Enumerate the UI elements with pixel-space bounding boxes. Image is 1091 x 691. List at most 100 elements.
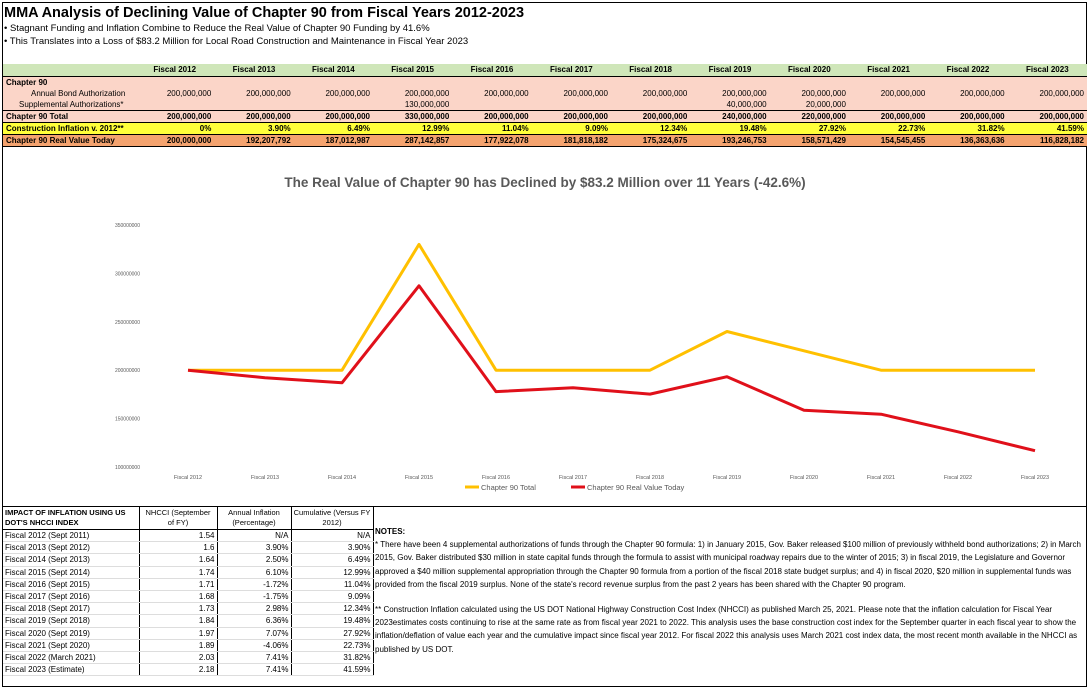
chapter90-label-row: Chapter 90 (3, 76, 1087, 88)
real-value-label: Chapter 90 Real Value Today (3, 134, 135, 147)
inflation-cell: 22.73% (848, 122, 929, 135)
real-value-cell: 193,246,753 (690, 134, 770, 147)
fiscal-period-cell: Fiscal 2016 (Sept 2015) (3, 578, 140, 591)
fiscal-period-cell: Fiscal 2017 (Sept 2016) (3, 590, 140, 604)
fiscal-period-cell: Fiscal 2023 (Estimate) (3, 663, 140, 677)
nhcci-cell: 1.68 (139, 590, 218, 604)
annual-inflation-header: Annual Inflation (Percentage) (217, 507, 292, 530)
inflation-header-label: IMPACT OF INFLATION USING US DOT'S NHCCI… (3, 507, 140, 530)
annual-cell: 200,000,000 (531, 88, 611, 99)
real-value-cell: 192,207,792 (214, 134, 294, 147)
report-header: MMA Analysis of Declining Value of Chapt… (4, 4, 1084, 48)
annual-cell: 200,000,000 (372, 88, 453, 99)
real-value-cell: 158,571,429 (769, 134, 849, 147)
nhcci-cell: 1.74 (139, 566, 218, 579)
funding-table-header: Fiscal 2012 Fiscal 2013 Fiscal 2014 Fiscal … (3, 64, 1087, 77)
total-cell: 330,000,000 (372, 110, 453, 123)
total-cell: 200,000,000 (214, 110, 294, 123)
notes-panel: NOTES: * There have been 4 supplemental … (375, 507, 1083, 656)
cumulative-cell: 6.49% (291, 553, 374, 567)
total-cell: 200,000,000 (531, 110, 611, 123)
total-cell: 200,000,000 (135, 110, 215, 123)
inflation-cell: 12.34% (610, 122, 691, 135)
real-value-cell: 181,818,182 (531, 134, 611, 147)
cumulative-cell: 9.09% (291, 590, 374, 604)
supplemental-cell: 20,000,000 (769, 99, 849, 111)
x-tick-label: Fiscal 2017 (559, 475, 587, 481)
inflation-cell: 31.82% (928, 122, 1008, 135)
nhcci-cell: 1.73 (139, 602, 218, 616)
inflation-cell: 27.92% (769, 122, 849, 135)
annual-inflation-cell: 2.50% (217, 553, 292, 567)
y-tick-label: 200000000 (115, 368, 140, 374)
series-line-total (188, 242, 1035, 372)
year-header-cell: Fiscal 2014 (293, 64, 373, 77)
x-tick-label: Fiscal 2023 (1021, 475, 1049, 481)
header-blank-cell (3, 64, 135, 77)
annual-cell: 200,000,000 (135, 88, 215, 99)
nhcci-cell: 1.6 (139, 541, 218, 555)
cumulative-cell: 11.04% (291, 578, 374, 591)
cumulative-cell: 12.99% (291, 566, 374, 579)
x-tick-label: Fiscal 2016 (482, 475, 510, 481)
year-header-cell: Fiscal 2023 (1007, 64, 1087, 77)
bullet-loss: • This Translates into a Loss of $83.2 M… (4, 36, 469, 47)
year-header-cell: Fiscal 2012 (135, 64, 215, 77)
real-value-cell: 187,012,987 (293, 134, 373, 147)
x-tick-label: Fiscal 2015 (405, 475, 433, 481)
year-header-cell: Fiscal 2016 (452, 64, 532, 77)
supplemental-cell (928, 99, 1008, 111)
year-header-cell: Fiscal 2022 (928, 64, 1008, 77)
supplemental-cell (531, 99, 611, 111)
x-tick-label: Fiscal 2014 (328, 475, 356, 481)
chapter90-label-spacer (135, 76, 1087, 88)
annual-inflation-cell: 6.36% (217, 614, 292, 628)
annual-cell: 200,000,000 (1007, 88, 1087, 99)
annual-label: Annual Bond Authorization (3, 88, 135, 99)
total-row: Chapter 90 Total 200,000,000 200,000,000 20… (3, 110, 1087, 123)
total-cell: 200,000,000 (848, 110, 929, 123)
fiscal-period-cell: Fiscal 2020 (Sept 2019) (3, 627, 140, 640)
annual-row: Annual Bond Authorization 200,000,000 200,… (3, 88, 1087, 99)
inflation-cell: 12.99% (372, 122, 453, 135)
chapter90-label: Chapter 90 (3, 76, 135, 88)
inflation-index-header: IMPACT OF INFLATION USING US DOT'S NHCCI… (3, 507, 374, 530)
cumulative-cell: 31.82% (291, 651, 374, 665)
inflation-cell: 41.59% (1007, 122, 1087, 135)
total-cell: 240,000,000 (690, 110, 770, 123)
total-cell: 200,000,000 (293, 110, 373, 123)
note-supplemental: * There have been 4 supplemental authori… (375, 540, 1081, 590)
annual-inflation-cell: 7.41% (217, 651, 292, 665)
inflation-row: Construction Inflation v. 2012** 0% 3.90% 6… (3, 122, 1087, 135)
inflation-index-row: Fiscal 2014 (Sept 2013) 1.64 2.50% 6.49% (3, 553, 374, 567)
nhcci-cell: 1.64 (139, 553, 218, 567)
inflation-index-row: Fiscal 2017 (Sept 2016) 1.68 -1.75% 9.09% (3, 590, 374, 604)
annual-inflation-cell: -1.75% (217, 590, 292, 604)
fiscal-period-cell: Fiscal 2015 (Sept 2014) (3, 566, 140, 579)
total-cell: 220,000,000 (769, 110, 849, 123)
inflation-index-row: Fiscal 2020 (Sept 2019) 1.97 7.07% 27.92% (3, 627, 374, 640)
inflation-cell: 9.09% (531, 122, 611, 135)
y-tick-label: 150000000 (115, 417, 140, 423)
real-value-cell: 177,922,078 (452, 134, 532, 147)
year-header-cell: Fiscal 2013 (214, 64, 294, 77)
report-title: MMA Analysis of Declining Value of Chapt… (4, 5, 525, 21)
x-tick-label: Fiscal 2022 (944, 475, 972, 481)
x-tick-label: Fiscal 2018 (636, 475, 664, 481)
inflation-index-row: Fiscal 2018 (Sept 2017) 1.73 2.98% 12.34% (3, 602, 374, 616)
fiscal-period-cell: Fiscal 2021 (Sept 2020) (3, 639, 140, 652)
annual-cell: 200,000,000 (610, 88, 691, 99)
notes-heading: NOTES: (375, 527, 406, 536)
supplemental-cell (610, 99, 691, 111)
supplemental-row: Supplemental Authorizations* 130,000,000 4… (3, 99, 1087, 111)
fiscal-period-cell: Fiscal 2012 (Sept 2011) (3, 529, 140, 543)
annual-inflation-cell: 3.90% (217, 541, 292, 555)
annual-cell: 200,000,000 (928, 88, 1008, 99)
cumulative-cell: 22.73% (291, 639, 374, 652)
annual-inflation-cell: -1.72% (217, 578, 292, 591)
annual-cell: 200,000,000 (214, 88, 294, 99)
cumulative-header: Cumulative (Versus FY 2012) (291, 507, 374, 530)
real-value-cell: 154,545,455 (848, 134, 929, 147)
year-header-cell: Fiscal 2015 (372, 64, 453, 77)
inflation-cell: 19.48% (690, 122, 770, 135)
